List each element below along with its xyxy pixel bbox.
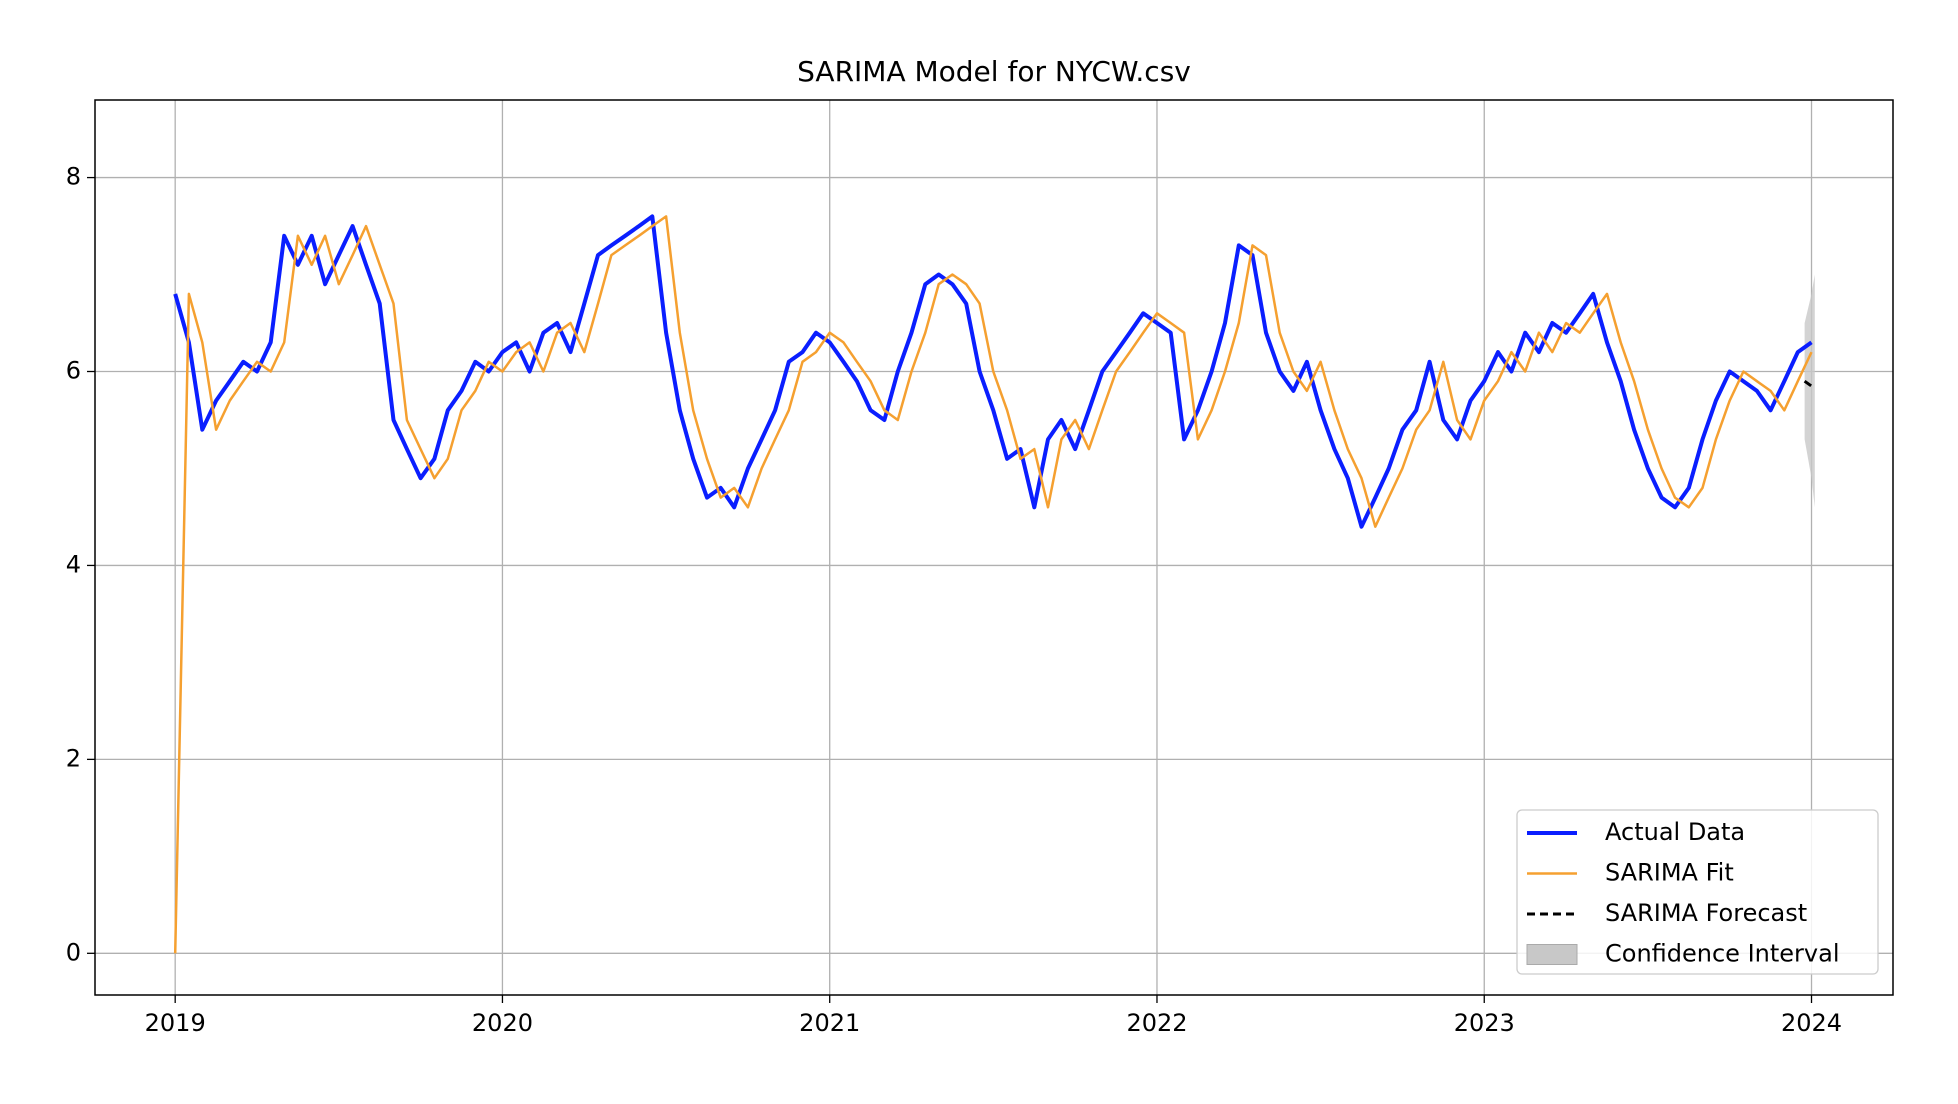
x-tick-label: 2022 bbox=[1126, 1009, 1187, 1037]
y-tick-label: 6 bbox=[66, 357, 81, 385]
x-tick-label: 2024 bbox=[1781, 1009, 1842, 1037]
series-line bbox=[173, 214, 1813, 529]
legend-swatch bbox=[1526, 944, 1578, 965]
series-line bbox=[173, 215, 1813, 954]
x-tick-label: 2020 bbox=[472, 1009, 533, 1037]
legend-box bbox=[1516, 809, 1879, 975]
series-line bbox=[1803, 379, 1816, 391]
plot-area bbox=[95, 100, 1893, 995]
x-tick-label: 2021 bbox=[799, 1009, 860, 1037]
chart-title: SARIMA Model for NYCW.csv bbox=[797, 55, 1191, 88]
legend-label: Confidence Interval bbox=[1605, 940, 1839, 968]
confidence-band bbox=[1804, 274, 1815, 508]
x-tick-label: 2023 bbox=[1454, 1009, 1515, 1037]
y-tick-label: 0 bbox=[66, 938, 81, 966]
legend-label: Actual Data bbox=[1605, 818, 1745, 846]
legend-label: SARIMA Forecast bbox=[1605, 899, 1807, 927]
legend-label: SARIMA Fit bbox=[1605, 859, 1734, 887]
axes-frame bbox=[94, 99, 1894, 996]
y-tick-label: 4 bbox=[66, 550, 81, 578]
legend: Actual Data SARIMA Fit SARIMA Forecast Conf… bbox=[1516, 809, 1879, 975]
x-tick-label: 2019 bbox=[145, 1009, 206, 1037]
y-tick-label: 2 bbox=[66, 744, 81, 772]
y-tick-label: 8 bbox=[66, 163, 81, 191]
